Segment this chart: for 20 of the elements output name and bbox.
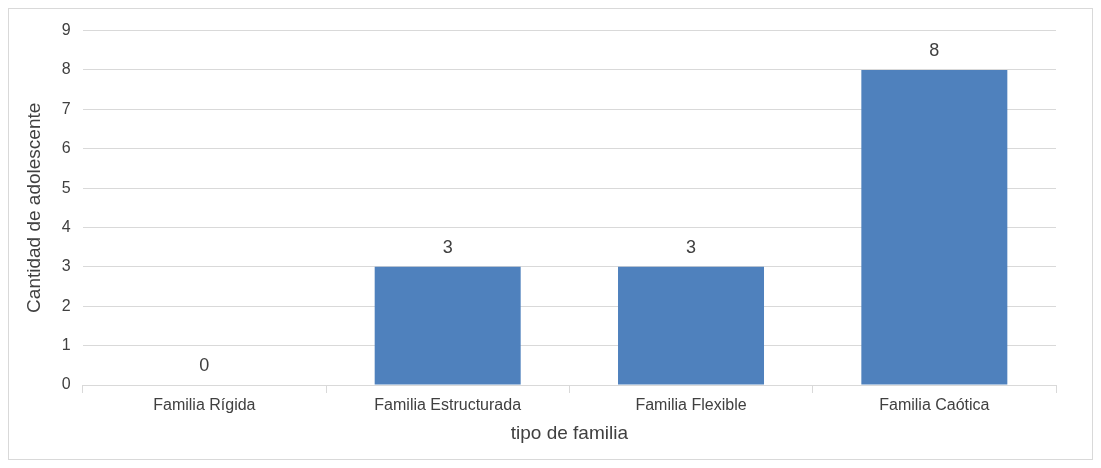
y-tick-label: 4 bbox=[61, 217, 71, 235]
data-label: 3 bbox=[686, 236, 697, 257]
x-tick-label: Familia Flexible bbox=[635, 396, 747, 414]
x-tick-label: Familia Estructurada bbox=[374, 396, 522, 414]
data-label: 8 bbox=[929, 39, 940, 60]
data-label: 3 bbox=[442, 236, 453, 257]
x-tick-label: Familia Caótica bbox=[879, 396, 990, 414]
y-axis-title: Cantidad de adolescente bbox=[22, 102, 44, 313]
y-tick-label: 5 bbox=[61, 178, 71, 196]
y-tick-label: 6 bbox=[61, 139, 71, 157]
y-tick-label: 8 bbox=[61, 60, 71, 78]
x-tick-label: Familia Rígida bbox=[153, 396, 256, 414]
x-axis-title: tipo de familia bbox=[510, 421, 629, 443]
y-tick-label: 1 bbox=[61, 336, 71, 354]
y-tick-label: 9 bbox=[61, 21, 71, 39]
y-tick-label: 3 bbox=[61, 257, 71, 275]
y-tick-label: 2 bbox=[61, 296, 71, 314]
data-label: 0 bbox=[199, 354, 210, 375]
y-tick-label: 0 bbox=[61, 375, 71, 393]
y-tick-label: 7 bbox=[61, 99, 71, 117]
